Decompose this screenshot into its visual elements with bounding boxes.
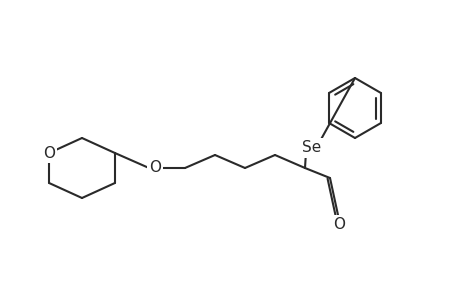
Text: O: O: [149, 160, 161, 175]
Text: Se: Se: [302, 140, 321, 155]
Text: O: O: [43, 146, 55, 160]
Text: O: O: [332, 218, 344, 232]
